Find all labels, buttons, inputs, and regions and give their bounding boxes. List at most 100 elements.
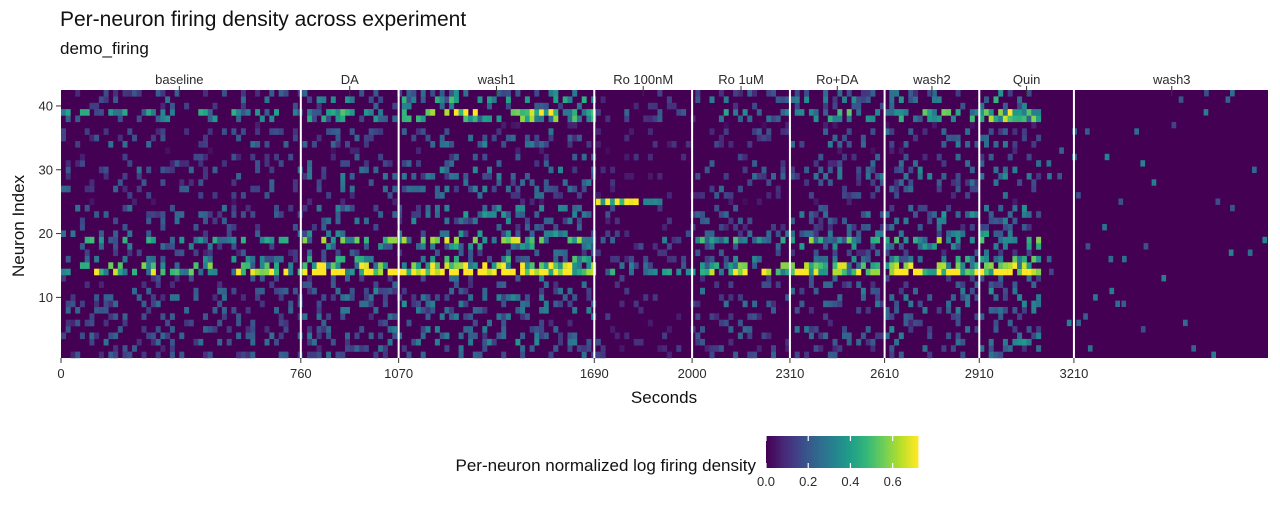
heatmap-cell bbox=[221, 313, 227, 320]
heatmap-cell bbox=[169, 294, 175, 301]
heatmap-cell bbox=[434, 192, 440, 199]
heatmap-cell bbox=[747, 115, 753, 123]
heatmap-cell bbox=[766, 268, 772, 276]
heatmap-cell bbox=[624, 109, 630, 116]
heatmap-cell bbox=[103, 319, 109, 327]
heatmap-cell bbox=[908, 185, 914, 193]
heatmap-cell bbox=[946, 275, 952, 282]
heatmap-cell bbox=[288, 153, 294, 161]
heatmap-cell bbox=[496, 179, 502, 186]
heatmap-cell bbox=[737, 185, 743, 193]
heatmap-cell bbox=[581, 179, 587, 186]
heatmap-cell bbox=[941, 255, 947, 263]
heatmap-cell bbox=[832, 338, 838, 346]
heatmap-cell bbox=[941, 268, 947, 276]
heatmap-cell bbox=[860, 294, 866, 301]
heatmap-cell bbox=[851, 236, 857, 244]
heatmap-cell bbox=[548, 319, 554, 327]
heatmap-cell bbox=[117, 134, 123, 142]
heatmap-cell bbox=[434, 204, 440, 212]
heatmap-cell bbox=[70, 294, 76, 301]
heatmap-cell bbox=[203, 109, 208, 116]
heatmap-cell bbox=[572, 294, 578, 301]
heatmap-cell bbox=[79, 217, 85, 225]
heatmap-cell bbox=[378, 109, 384, 116]
heatmap-cell bbox=[330, 96, 336, 103]
heatmap-cell bbox=[562, 204, 568, 212]
heatmap-cell bbox=[269, 243, 275, 250]
heatmap-cell bbox=[468, 338, 474, 346]
heatmap-cell bbox=[70, 351, 76, 359]
heatmap-cell bbox=[373, 90, 379, 97]
heatmap-cell bbox=[610, 166, 616, 174]
heatmap-cell bbox=[94, 300, 100, 308]
heatmap-cell bbox=[752, 300, 758, 308]
heatmap-cell bbox=[349, 249, 355, 257]
heatmap-cell bbox=[647, 198, 653, 206]
color-legend: Per-neuron normalized log firing density… bbox=[456, 436, 919, 489]
heatmap-cell bbox=[827, 281, 833, 288]
heatmap-cell bbox=[453, 275, 459, 282]
heatmap-cell bbox=[430, 173, 436, 180]
heatmap-cell bbox=[647, 102, 653, 110]
heatmap-cell bbox=[771, 224, 776, 231]
heatmap-cell bbox=[889, 96, 895, 103]
heatmap-cell bbox=[534, 224, 540, 231]
heatmap-cell bbox=[662, 236, 668, 244]
heatmap-cell bbox=[969, 185, 975, 193]
heatmap-cell bbox=[524, 313, 530, 320]
heatmap-cell bbox=[288, 300, 294, 308]
heatmap-cell bbox=[477, 243, 483, 250]
legend-colorbar-segment bbox=[816, 436, 820, 468]
heatmap-cell bbox=[174, 268, 180, 276]
heatmap-cell bbox=[823, 173, 829, 180]
x-tick-label: 2310 bbox=[775, 366, 804, 381]
heatmap-cell bbox=[434, 294, 440, 301]
heatmap-cell bbox=[207, 147, 213, 154]
heatmap-cell bbox=[808, 236, 814, 244]
heatmap-cell bbox=[416, 338, 421, 346]
heatmap-cell bbox=[1017, 332, 1023, 340]
heatmap-cell bbox=[804, 230, 810, 237]
heatmap-cell bbox=[1026, 236, 1032, 244]
heatmap-cell bbox=[567, 236, 573, 244]
heatmap-cell bbox=[501, 211, 507, 218]
heatmap-cell bbox=[169, 268, 175, 276]
heatmap-cell bbox=[307, 255, 313, 263]
heatmap-cell bbox=[879, 179, 885, 186]
heatmap-cell bbox=[188, 166, 194, 174]
heatmap-cell bbox=[1178, 96, 1184, 103]
heatmap-cell bbox=[539, 236, 545, 244]
heatmap-cell bbox=[666, 96, 672, 103]
heatmap-cell bbox=[936, 153, 942, 161]
heatmap-cell bbox=[851, 153, 857, 161]
heatmap-cell bbox=[837, 262, 843, 269]
heatmap-cell bbox=[520, 300, 526, 308]
heatmap-cell bbox=[856, 236, 862, 244]
heatmap-cell bbox=[818, 345, 824, 352]
heatmap-cell bbox=[742, 236, 748, 244]
heatmap-cell bbox=[434, 96, 440, 103]
heatmap-cell bbox=[468, 185, 474, 193]
heatmap-cell bbox=[529, 243, 535, 250]
heatmap-cell bbox=[1007, 109, 1013, 116]
heatmap-cell bbox=[439, 166, 445, 174]
heatmap-cell bbox=[482, 268, 488, 276]
heatmap-cell bbox=[718, 90, 724, 97]
heatmap-cell bbox=[326, 262, 332, 269]
heatmap-cell bbox=[335, 115, 341, 123]
heatmap-cell bbox=[889, 268, 895, 276]
heatmap-cell bbox=[837, 147, 843, 154]
heatmap-cell bbox=[250, 338, 256, 346]
heatmap-cell bbox=[524, 217, 530, 225]
heatmap-cell bbox=[529, 262, 535, 269]
heatmap-cell bbox=[827, 160, 833, 167]
heatmap-cell bbox=[198, 153, 204, 161]
heatmap-cell bbox=[84, 262, 90, 269]
heatmap-cell bbox=[430, 268, 436, 276]
heatmap-cell bbox=[311, 262, 317, 269]
heatmap-cell bbox=[548, 128, 554, 135]
heatmap-cell bbox=[875, 332, 881, 340]
heatmap-cell bbox=[340, 115, 346, 123]
heatmap-cell bbox=[250, 141, 256, 148]
